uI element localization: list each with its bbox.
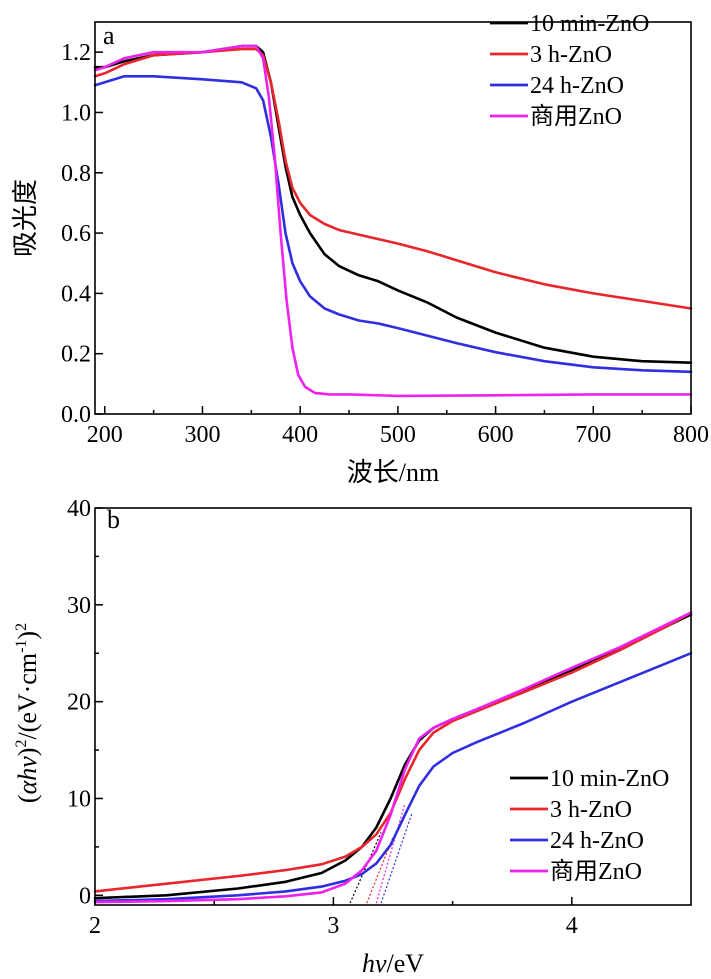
b-extrapolation-line-0 [349, 832, 382, 904]
b-y-tick-label-1: 10 [67, 786, 91, 812]
b-extrapolation-line-3 [375, 803, 406, 904]
panel-b-ylabel-exp2: 2 [13, 623, 30, 631]
a-y-tick-label-3: 0.6 [61, 221, 91, 247]
a-y-tick-label-4: 0.8 [61, 161, 91, 187]
b-x-tick-label-2: 4 [566, 913, 578, 939]
a-y-tick-label-2: 0.4 [61, 281, 91, 307]
b-legend-label-2: 24 h-ZnO [550, 828, 644, 854]
a-x-tick-label-0: 200 [87, 422, 123, 448]
panel-b-ylabel-unit: /(eV·cm [13, 653, 42, 740]
b-y-tick-label-0: 0 [79, 883, 91, 909]
a-y-tick-label-5: 1.0 [61, 100, 91, 126]
a-series-line-2 [93, 75, 693, 374]
panel-b-extrapolation-lines [349, 803, 413, 904]
panel-a-y-axis-title: 吸光度 [11, 179, 40, 257]
b-series-line-1 [93, 611, 693, 893]
a-series-line-3 [93, 44, 693, 398]
panel-b-ylabel-exp1: 2 [13, 740, 30, 748]
panel-b-x-axis-title-unit: /eV [387, 949, 425, 978]
panel-b-ylabel-close: ) [13, 748, 42, 757]
panel-b-ylabel-unit-close: ) [13, 631, 42, 640]
b-y-tick-label-3: 30 [67, 593, 91, 619]
panel-a-legend: 10 min-ZnO 3 h-ZnO 24 h-ZnO 商用ZnO [490, 11, 649, 130]
b-x-tick-label-0: 2 [89, 913, 101, 939]
panel-a-series-group [93, 44, 693, 398]
panel-a-plot-frame [94, 21, 692, 415]
b-series-line-3 [93, 611, 693, 904]
panel-a-x-axis-title: 波长/nm [347, 458, 439, 487]
a-x-tick-label-2: 400 [282, 422, 318, 448]
panel-b-letter: b [107, 505, 120, 534]
panel-b-series-group [93, 611, 693, 904]
a-legend-label-3: 商用ZnO [530, 103, 622, 130]
a-x-tick-label-5: 700 [575, 422, 611, 448]
b-legend-label-3: 商用ZnO [550, 858, 642, 885]
panel-b-y-axis-title: (αhν)2/(eV·cm-1)2 [13, 623, 42, 803]
b-series-line-2 [93, 651, 693, 903]
a-x-tick-label-3: 500 [380, 422, 416, 448]
a-y-tick-label-1: 0.2 [61, 342, 91, 368]
panel-a-letter: a [103, 21, 115, 50]
a-legend-label-2: 24 h-ZnO [530, 73, 624, 99]
panel-a-uv-vis-chart: 200 300 400 500 600 700 800 0.0 0.2 0.4 0.6 0.8 1.0 1… [11, 11, 709, 487]
a-y-tick-label-0: 0.0 [61, 402, 91, 428]
a-legend-label-1: 3 h-ZnO [530, 42, 612, 68]
b-legend-label-1: 3 h-ZnO [550, 797, 632, 823]
panel-b-ylabel-unit-exp: -1 [13, 640, 30, 653]
b-legend-label-0: 10 min-ZnO [550, 766, 669, 792]
panel-b-x-axis-title-italic: hν [362, 949, 387, 978]
a-y-tick-label-6: 1.2 [61, 40, 91, 66]
panel-b-plot-frame [94, 507, 692, 906]
a-legend-label-0: 10 min-ZnO [530, 11, 649, 37]
panel-a-y-axis-title-group: 吸光度 [11, 179, 40, 257]
panel-a-ticks: 200 300 400 500 600 700 800 0.0 0.2 0.4 0.6 0.8 1.0 1… [61, 40, 709, 448]
b-x-tick-label-1: 3 [327, 913, 339, 939]
b-series-line-0 [93, 613, 693, 900]
panel-b-ylabel-open: ( [13, 794, 42, 803]
b-y-tick-label-2: 20 [67, 690, 91, 716]
a-x-tick-label-4: 600 [478, 422, 514, 448]
panel-b-x-axis-title: hν/eV [362, 949, 424, 978]
a-x-tick-label-6: 800 [673, 422, 709, 448]
a-x-tick-label-1: 300 [184, 422, 220, 448]
b-y-tick-label-4: 40 [67, 496, 91, 522]
panel-b-legend: 10 min-ZnO 3 h-ZnO 24 h-ZnO 商用ZnO [510, 766, 669, 885]
panel-b-ylabel-symbol: αhν [13, 756, 42, 795]
panel-b-y-axis-title-group: (αhν)2/(eV·cm-1)2 [13, 623, 42, 803]
